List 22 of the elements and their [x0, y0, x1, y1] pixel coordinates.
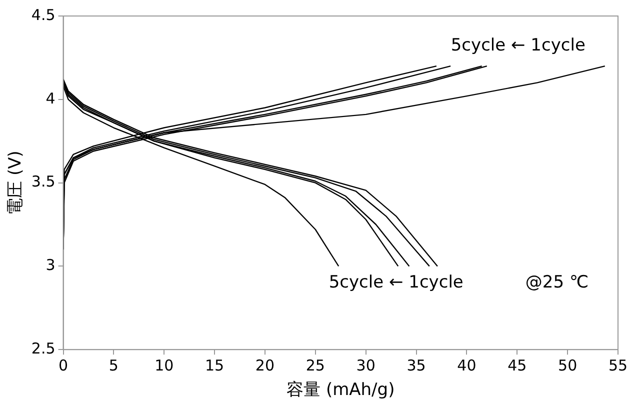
annotation: @25 ℃ [525, 272, 589, 292]
annotation: 5cycle ← 1cycle [328, 272, 464, 292]
x-tick-label: 55 [608, 356, 628, 374]
x-tick-label: 10 [154, 356, 174, 374]
x-tick-label: 45 [508, 356, 527, 374]
x-tick-label: 20 [255, 356, 275, 374]
x-tick-label: 25 [306, 356, 325, 374]
x-tick-label: 35 [406, 356, 426, 374]
annotation: 5cycle ← 1cycle [450, 35, 586, 56]
y-axis-title: 電圧 (V) [6, 150, 26, 215]
y-tick-label: 3 [46, 256, 56, 274]
y-tick-label: 4 [46, 89, 56, 108]
x-tick-label: 15 [205, 356, 224, 374]
y-tick-label: 2.5 [31, 339, 56, 358]
x-axis-title: 容量 (mAh/g) [286, 380, 395, 400]
x-tick-label: 50 [558, 356, 578, 374]
y-tick-label: 3.5 [31, 172, 56, 191]
y-tick-label: 4.5 [31, 6, 56, 24]
x-tick-label: 30 [356, 356, 376, 374]
x-tick-label: 0 [58, 356, 68, 374]
x-tick-label: 40 [457, 356, 476, 374]
x-tick-label: 5 [108, 356, 118, 374]
